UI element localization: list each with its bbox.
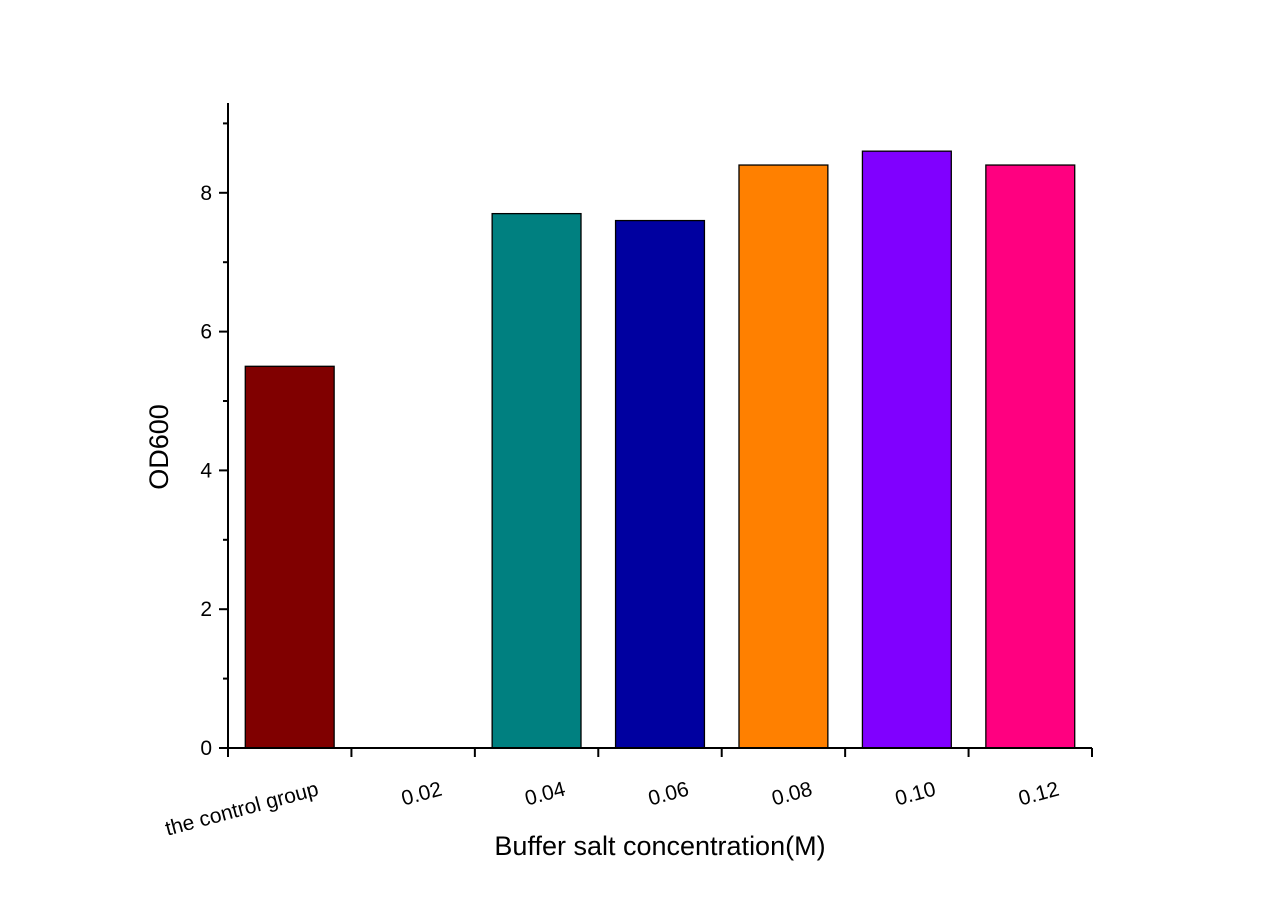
x-tick-label: 0.04 [522, 778, 568, 811]
bar [614, 219, 706, 749]
x-tick-label: 0.06 [646, 778, 691, 811]
bar [491, 212, 582, 749]
bar [985, 164, 1076, 749]
bar [738, 164, 829, 749]
x-tick-label: 0.10 [893, 778, 938, 811]
y-tick-label: 6 [200, 321, 212, 344]
y-tick-label: 4 [200, 459, 212, 482]
y-tick-label: 8 [200, 182, 212, 205]
x-axis-label: Buffer salt concentration(M) [494, 831, 825, 861]
x-tick-label: 0.12 [1016, 778, 1061, 811]
y-tick-label: 0 [200, 737, 212, 760]
y-tick-label: 2 [200, 598, 212, 621]
x-tick-label: 0.02 [399, 778, 444, 811]
bar [244, 365, 335, 749]
x-tick-label: 0.08 [769, 778, 814, 811]
x-tick-label: the control group [163, 778, 321, 841]
y-axis-label: OD600 [144, 404, 174, 490]
bar [861, 150, 952, 749]
